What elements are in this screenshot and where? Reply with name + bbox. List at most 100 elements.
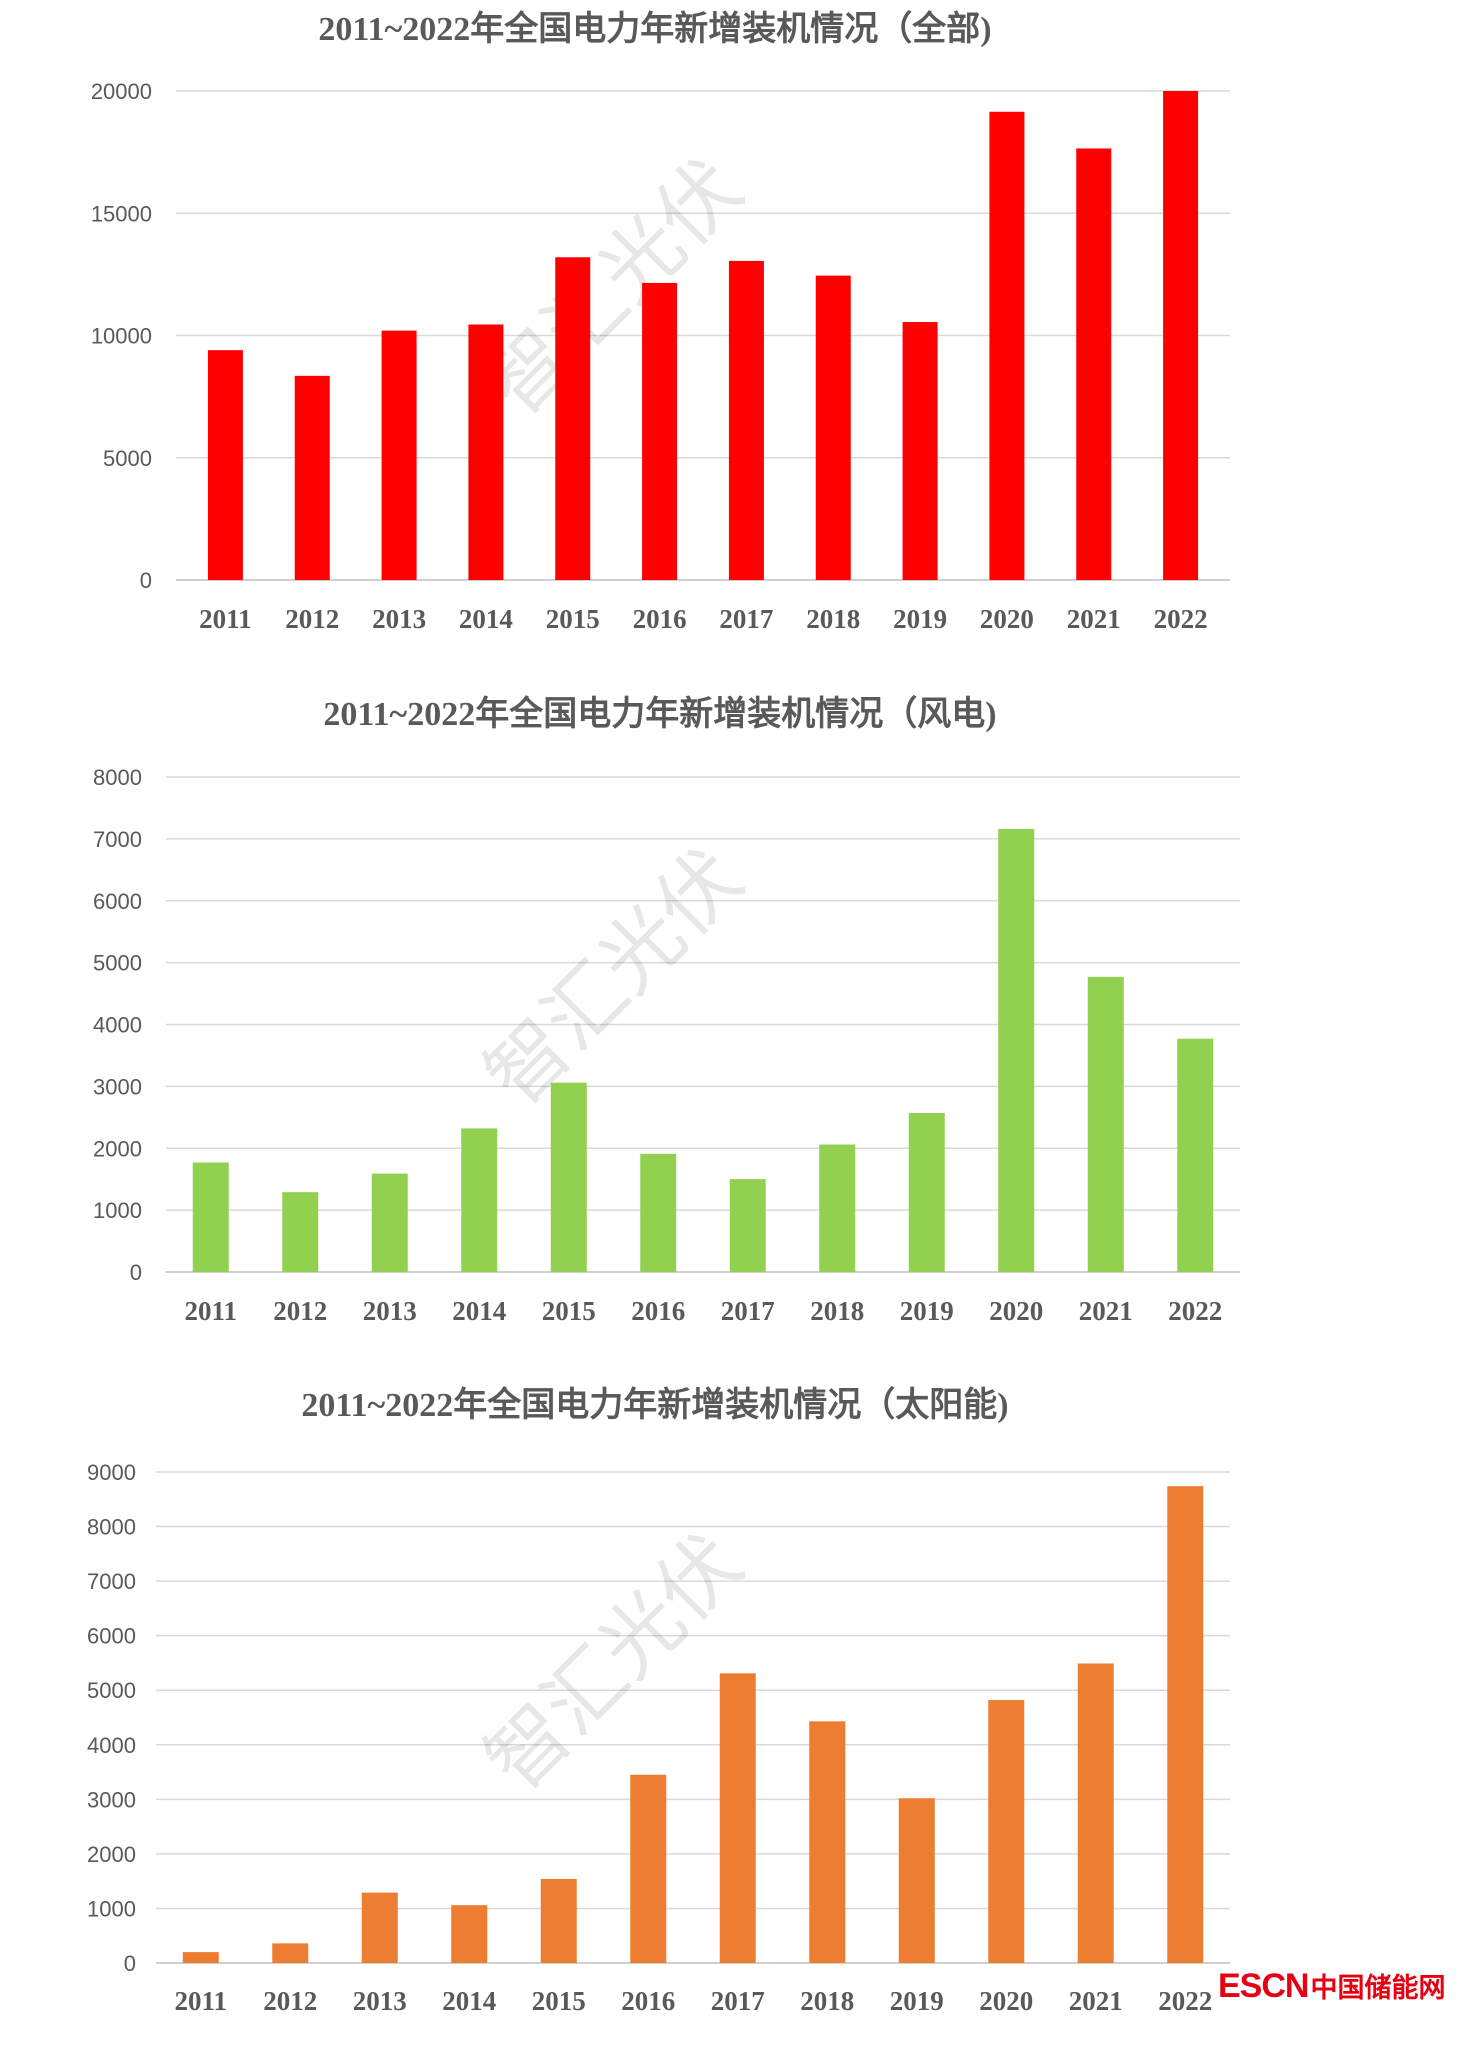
x-tick-label: 2019: [890, 1986, 944, 2016]
x-tick-label: 2022: [1168, 1296, 1222, 1326]
bar-2013: [371, 1173, 408, 1272]
bar-2011: [182, 1952, 219, 1963]
watermark-text: 智汇光伏: [468, 141, 760, 433]
y-tick-label: 2000: [87, 1842, 136, 1867]
y-tick-label: 5000: [103, 446, 152, 471]
bar-2012: [294, 375, 330, 580]
x-tick-label: 2013: [353, 1986, 407, 2016]
bar-2016: [640, 1153, 677, 1272]
bar-2012: [272, 1943, 309, 1963]
x-tick-label: 2014: [452, 1296, 506, 1326]
bar-2018: [815, 275, 851, 580]
bar-2018: [819, 1144, 856, 1272]
y-tick-label: 5000: [87, 1678, 136, 1703]
bar-2017: [729, 1179, 766, 1272]
chart-2: 2011~2022年全国电力年新增装机情况（风电) 0 1000 2000 3000 40…: [93, 694, 1240, 1326]
x-tick-label: 2018: [806, 604, 860, 634]
bar-2019: [908, 1112, 945, 1272]
bar-2016: [630, 1774, 667, 1963]
x-tick-label: 2015: [546, 604, 600, 634]
x-tick-label: 2019: [900, 1296, 954, 1326]
y-tick-label: 3000: [93, 1074, 142, 1099]
bar-2014: [461, 1128, 498, 1272]
bar-2014: [468, 324, 504, 580]
watermark-text: 智汇光伏: [468, 1516, 760, 1808]
bar-2015: [555, 257, 591, 580]
x-tick-label: 2021: [1067, 604, 1121, 634]
x-tick-label: 2011: [199, 604, 252, 634]
x-tick-label: 2017: [711, 1986, 765, 2016]
y-tick-label: 2000: [93, 1136, 142, 1161]
chart-3: 2011~2022年全国电力年新增装机情况（太阳能) 0 1000 2000 3000 4…: [87, 1385, 1230, 2016]
x-tick-label: 2018: [800, 1986, 854, 2016]
y-tick-label: 20000: [91, 79, 152, 104]
bar-2011: [192, 1162, 229, 1272]
x-tick-label: 2015: [532, 1986, 586, 2016]
x-tick-label: 2016: [633, 604, 687, 634]
logo-cn: 中国储能网: [1310, 1973, 1446, 2004]
x-tick-label: 2013: [363, 1296, 417, 1326]
x-tick-label: 2011: [174, 1986, 227, 2016]
bar-2014: [451, 1905, 488, 1963]
y-tick-label: 8000: [93, 765, 142, 790]
y-tick-label: 7000: [87, 1569, 136, 1594]
x-tick-label: 2014: [442, 1986, 496, 2016]
x-tick-label: 2020: [989, 1296, 1043, 1326]
escn-logo: ESCN中国储能网: [1218, 1966, 1445, 2006]
y-tick-label: 4000: [93, 1013, 142, 1038]
bar-2013: [361, 1892, 398, 1963]
x-tick-label: 2019: [893, 604, 947, 634]
y-tick-label: 4000: [87, 1733, 136, 1758]
y-tick-label: 7000: [93, 827, 142, 852]
x-tick-label: 2022: [1158, 1986, 1212, 2016]
x-tick-label: 2016: [631, 1296, 685, 1326]
bar-2011: [207, 350, 243, 580]
bar-2017: [719, 1673, 756, 1963]
bar-2020: [988, 1700, 1025, 1963]
bar-2021: [1076, 148, 1112, 580]
y-tick-label: 1000: [87, 1896, 136, 1921]
y-tick-label: 9000: [87, 1460, 136, 1485]
y-tick-label: 1000: [93, 1198, 142, 1223]
bar-2021: [1087, 976, 1124, 1272]
chart-title: 2011~2022年全国电力年新增装机情况（风电): [323, 694, 996, 733]
x-tick-label: 2012: [285, 604, 339, 634]
bar-2015: [540, 1878, 577, 1963]
y-tick-label: 3000: [87, 1787, 136, 1812]
x-tick-label: 2020: [979, 1986, 1033, 2016]
y-tick-label: 5000: [93, 951, 142, 976]
bar-2020: [998, 828, 1035, 1272]
bar-2016: [642, 282, 678, 580]
bar-2020: [989, 111, 1025, 580]
x-tick-label: 2021: [1069, 1986, 1123, 2016]
chart-title: 2011~2022年全国电力年新增装机情况（太阳能): [301, 1385, 1008, 1424]
bar-2022: [1177, 1038, 1214, 1272]
x-tick-label: 2022: [1154, 604, 1208, 634]
bar-2019: [898, 1798, 935, 1963]
bar-2015: [550, 1082, 587, 1272]
x-tick-label: 2012: [273, 1296, 327, 1326]
watermark-text: 智汇光伏: [468, 831, 760, 1123]
x-tick-label: 2017: [719, 604, 773, 634]
x-tick-label: 2015: [542, 1296, 596, 1326]
y-tick-label: 6000: [87, 1624, 136, 1649]
y-tick-label: 0: [130, 1260, 142, 1285]
x-tick-label: 2017: [721, 1296, 775, 1326]
x-tick-label: 2011: [184, 1296, 237, 1326]
bar-2019: [902, 322, 938, 580]
x-tick-label: 2013: [372, 604, 426, 634]
x-tick-label: 2020: [980, 604, 1034, 634]
y-tick-label: 15000: [91, 201, 152, 226]
chart-title: 2011~2022年全国电力年新增装机情况（全部): [318, 9, 991, 48]
bar-2012: [282, 1192, 319, 1272]
bar-2021: [1077, 1663, 1114, 1963]
y-tick-label: 8000: [87, 1515, 136, 1540]
x-tick-label: 2021: [1079, 1296, 1133, 1326]
bar-2017: [728, 260, 764, 580]
bar-2018: [809, 1721, 846, 1963]
chart-1: 2011~2022年全国电力年新增装机情况（全部) 0 5000 10000 15000…: [91, 9, 1230, 634]
bar-2022: [1163, 91, 1199, 580]
x-tick-label: 2012: [263, 1986, 317, 2016]
y-tick-label: 10000: [91, 324, 152, 349]
